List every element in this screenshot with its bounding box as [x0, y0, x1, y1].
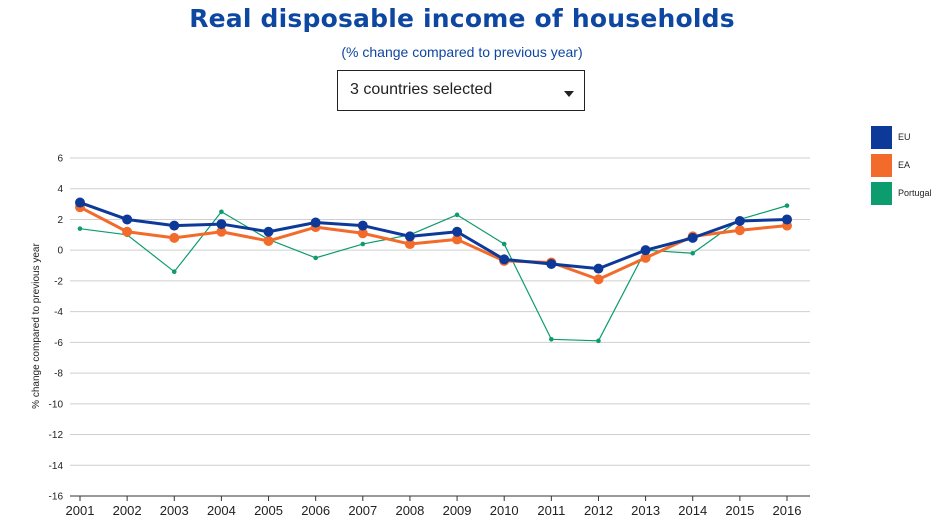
x-tick-label: 2006: [301, 503, 330, 518]
y-tick-label: -8: [54, 369, 63, 380]
grid-lines: [70, 157, 810, 466]
data-point-ea: [357, 228, 368, 239]
y-tick-label: -2: [54, 276, 63, 287]
y-tick-label: 0: [57, 246, 63, 257]
data-point-eu: [169, 220, 180, 231]
y-tick-label: -10: [49, 399, 64, 410]
data-point-portugal: [784, 203, 790, 208]
data-point-eu: [122, 214, 133, 225]
y-tick-label: -16: [49, 492, 64, 503]
y-tick-label: -12: [49, 430, 64, 441]
data-point-eu: [452, 226, 463, 237]
data-point-eu: [499, 254, 510, 265]
legend-item-ea[interactable]: EA: [871, 154, 943, 182]
data-point-eu: [263, 226, 274, 237]
x-tick-label: 2008: [395, 503, 424, 518]
series-line-eu: [79, 201, 788, 271]
data-point-eu: [75, 197, 85, 208]
data-point-eu: [216, 219, 227, 230]
x-tick-label: 2012: [584, 503, 613, 518]
chart-subtitle: (% change compared to previous year): [341, 44, 583, 60]
legend-swatch-eu: [871, 126, 892, 149]
data-point-ea: [640, 252, 651, 263]
data-point-portugal: [313, 255, 318, 261]
legend-label-ea: EA: [898, 160, 911, 170]
legend-label-portugal: Portugal: [898, 188, 932, 198]
data-point-eu: [357, 220, 368, 231]
x-tick-label: 2010: [490, 503, 519, 518]
data-point-eu: [640, 245, 651, 256]
x-tick-label: 2013: [631, 503, 660, 518]
y-tick-label: -14: [49, 461, 64, 472]
data-point-portugal: [690, 250, 696, 256]
x-tick-label: 2015: [725, 503, 754, 518]
data-point-portugal: [77, 226, 83, 231]
data-point-portugal: [454, 212, 460, 218]
data-point-ea: [734, 225, 745, 236]
legend-item-portugal[interactable]: Portugal: [871, 182, 943, 210]
data-point-portugal: [171, 269, 177, 274]
y-axis-title: % change compared to previous year: [31, 243, 42, 409]
chart-legend: EU EA Portugal: [871, 126, 943, 210]
y-tick-label: -4: [54, 307, 63, 318]
chevron-down-icon: [564, 91, 574, 97]
x-tick-label: 2005: [254, 503, 283, 518]
data-point-eu: [404, 231, 415, 242]
series-lines: [75, 197, 792, 344]
country-selector-label: 3 countries selected: [350, 81, 493, 98]
x-tick-label: 2011: [537, 503, 565, 518]
data-point-portugal: [549, 336, 554, 342]
chart-title: Real disposable income of households: [189, 4, 735, 33]
series-line-portugal: [79, 205, 788, 342]
legend-label-eu: EU: [898, 132, 911, 142]
data-point-eu: [310, 217, 321, 228]
data-point-ea: [452, 234, 463, 245]
y-tick-label: 4: [57, 184, 63, 195]
data-point-ea: [404, 239, 415, 250]
data-point-eu: [593, 263, 604, 274]
data-point-eu: [782, 214, 792, 225]
x-tick-label: 2001: [66, 503, 95, 518]
x-tick-label: 2004: [207, 503, 236, 518]
x-tick-label: 2002: [113, 503, 142, 518]
x-tick-label: 2003: [160, 503, 189, 518]
data-point-eu: [734, 215, 745, 226]
data-point-portugal: [360, 241, 366, 247]
data-point-ea: [169, 232, 180, 243]
country-selector-dropdown[interactable]: 3 countries selected: [337, 70, 585, 111]
data-point-portugal: [219, 209, 224, 215]
data-point-eu: [687, 232, 698, 243]
legend-swatch-ea: [871, 154, 892, 177]
x-tick-label: 2007: [348, 503, 377, 518]
data-point-ea: [122, 226, 133, 237]
x-tick-label: 2014: [678, 503, 707, 518]
data-point-portugal: [596, 338, 601, 344]
y-tick-label: 6: [57, 154, 63, 165]
series-line-ea: [79, 205, 788, 281]
data-point-portugal: [501, 241, 507, 247]
data-point-ea: [593, 274, 604, 285]
data-point-ea: [216, 226, 227, 237]
data-point-ea: [263, 235, 274, 246]
data-point-eu: [546, 259, 557, 270]
y-tick-label: 2: [57, 215, 63, 226]
legend-swatch-portugal: [871, 182, 892, 205]
y-tick-label: -6: [54, 338, 63, 349]
legend-item-eu[interactable]: EU: [871, 126, 943, 154]
x-tick-label: 2009: [443, 503, 472, 518]
x-tick-label: 2016: [773, 503, 802, 518]
